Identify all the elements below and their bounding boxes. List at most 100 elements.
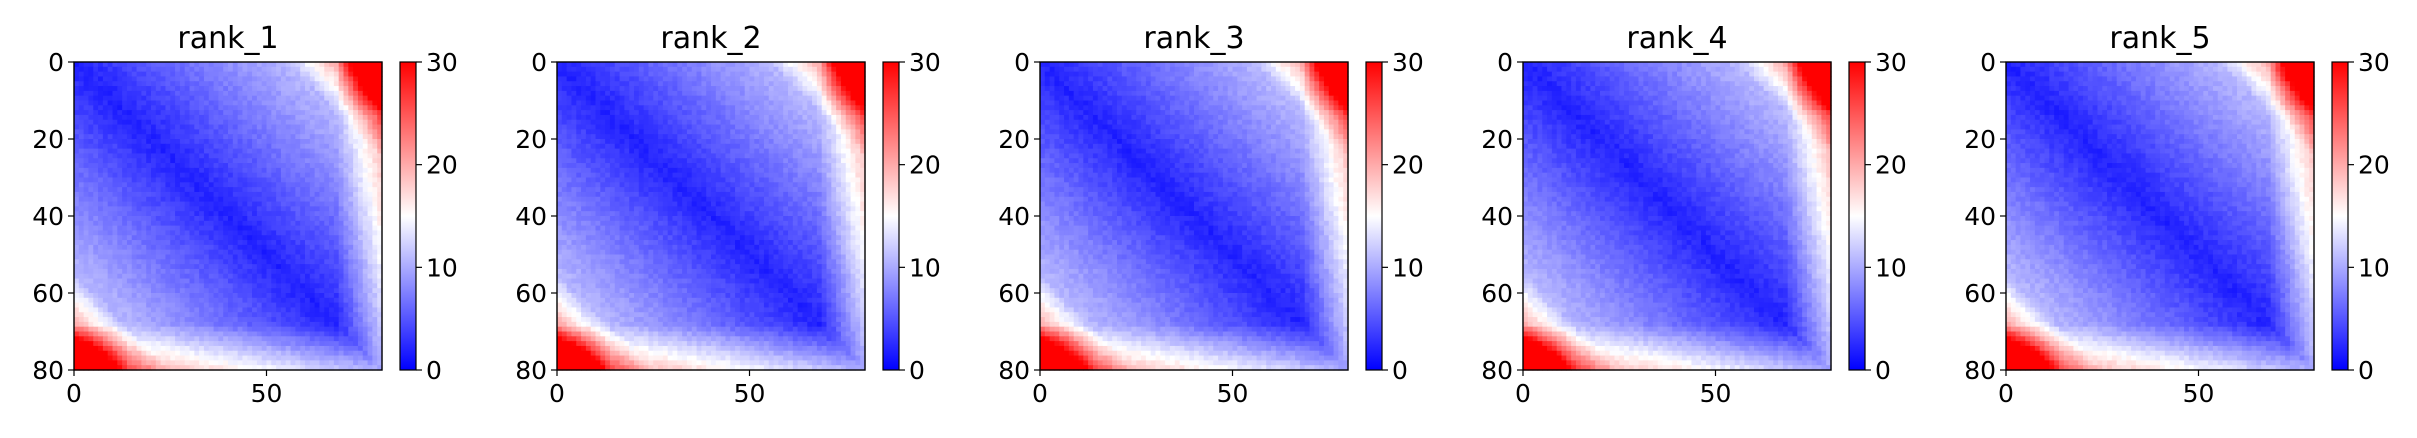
heatmap-cell <box>324 211 330 217</box>
heatmap-cell <box>102 249 109 256</box>
heatmap-cell <box>175 220 181 227</box>
heatmap-cell <box>309 326 316 333</box>
heatmap-cell <box>218 139 224 145</box>
heatmap-cell <box>324 182 330 188</box>
heatmap-cell <box>126 100 133 106</box>
heatmap-cell <box>165 62 171 68</box>
heatmap-cell <box>338 230 345 236</box>
heatmap-cell <box>155 355 162 361</box>
heatmap-cell <box>213 191 219 198</box>
heatmap-cell <box>237 350 244 357</box>
heatmap-cell <box>242 365 248 371</box>
heatmap-cell <box>252 86 258 92</box>
heatmap-cell <box>377 163 383 169</box>
heatmap-cell <box>686 86 693 92</box>
heatmap-cell <box>93 326 99 333</box>
heatmap-cell <box>338 345 345 352</box>
heatmap-cell <box>107 288 114 294</box>
heatmap-cell <box>112 288 118 294</box>
heatmap-cell <box>141 259 147 265</box>
heatmap-cell <box>309 119 316 126</box>
heatmap-cell <box>131 268 138 275</box>
heatmap-cell <box>305 90 311 97</box>
heatmap-cell <box>377 143 383 150</box>
heatmap-cell <box>353 297 359 304</box>
heatmap-cell <box>333 283 340 289</box>
heatmap-cell <box>855 76 861 82</box>
heatmap-cell <box>319 302 325 309</box>
heatmap-cell <box>228 312 234 318</box>
heatmap-cell <box>831 105 837 111</box>
heatmap-cell <box>783 114 789 121</box>
heatmap-cell <box>763 95 770 102</box>
heatmap-cell <box>271 345 277 352</box>
heatmap-cell <box>744 66 751 73</box>
heatmap-cell <box>218 365 224 371</box>
heatmap-cell <box>581 76 587 82</box>
heatmap-cell <box>242 182 248 188</box>
heatmap-cell <box>146 225 152 232</box>
heatmap-cell <box>126 90 133 97</box>
heatmap-cell <box>228 360 234 366</box>
heatmap-cell <box>271 331 277 337</box>
heatmap-cell <box>146 264 152 270</box>
heatmap-cell <box>141 307 147 313</box>
heatmap-cell <box>840 86 847 92</box>
heatmap-cell <box>609 114 616 121</box>
heatmap-cell <box>165 100 171 106</box>
heatmap-cell <box>199 326 205 333</box>
heatmap-cell <box>333 293 340 299</box>
heatmap-cell <box>88 163 94 169</box>
heatmap-cell <box>343 345 349 352</box>
heatmap-cell <box>329 254 335 260</box>
heatmap-cell <box>295 220 301 227</box>
heatmap-cell <box>290 273 296 280</box>
heatmap-cell <box>377 119 383 126</box>
heatmap-cell <box>98 268 104 275</box>
heatmap-cell <box>653 81 659 87</box>
heatmap-cell <box>348 139 354 145</box>
heatmap-cell <box>141 139 147 145</box>
heatmap-cell <box>141 95 147 102</box>
heatmap-cell <box>160 182 167 188</box>
heatmap-cell <box>160 76 167 82</box>
heatmap-cell <box>151 182 157 188</box>
heatmap-cell <box>136 177 142 183</box>
heatmap-cell <box>295 235 301 241</box>
heatmap-cell <box>213 254 219 260</box>
heatmap-cell <box>78 230 85 236</box>
heatmap-cell <box>696 105 702 111</box>
heatmap-cell <box>256 76 263 82</box>
heatmap-cell <box>252 110 258 116</box>
heatmap-cell <box>319 264 325 270</box>
heatmap-cell <box>232 302 239 309</box>
heatmap-cell <box>242 81 248 87</box>
heatmap-cell <box>367 129 373 135</box>
heatmap-cell <box>348 345 354 352</box>
heatmap-cell <box>850 114 856 121</box>
heatmap-cell <box>720 105 727 111</box>
heatmap-cell <box>151 288 157 294</box>
heatmap-cell <box>102 235 109 241</box>
heatmap-cell <box>333 119 340 126</box>
heatmap-cell <box>151 365 157 371</box>
heatmap-cell <box>184 225 191 232</box>
heatmap-cell <box>165 317 171 323</box>
heatmap-cell <box>151 119 157 126</box>
heatmap-cell <box>136 216 142 222</box>
heatmap-cell <box>377 124 383 130</box>
heatmap-cell <box>256 95 263 102</box>
heatmap-cell <box>619 86 625 92</box>
heatmap-cell <box>300 326 306 333</box>
heatmap-cell <box>701 100 707 106</box>
heatmap-cell <box>218 336 224 342</box>
heatmap-cell <box>126 172 133 179</box>
heatmap-cell <box>88 355 94 361</box>
heatmap-cell <box>228 317 234 323</box>
heatmap-cell <box>319 350 325 357</box>
heatmap-cell <box>314 312 321 318</box>
heatmap-cell <box>208 293 215 299</box>
heatmap-cell <box>276 230 282 236</box>
heatmap-cell <box>309 216 316 222</box>
